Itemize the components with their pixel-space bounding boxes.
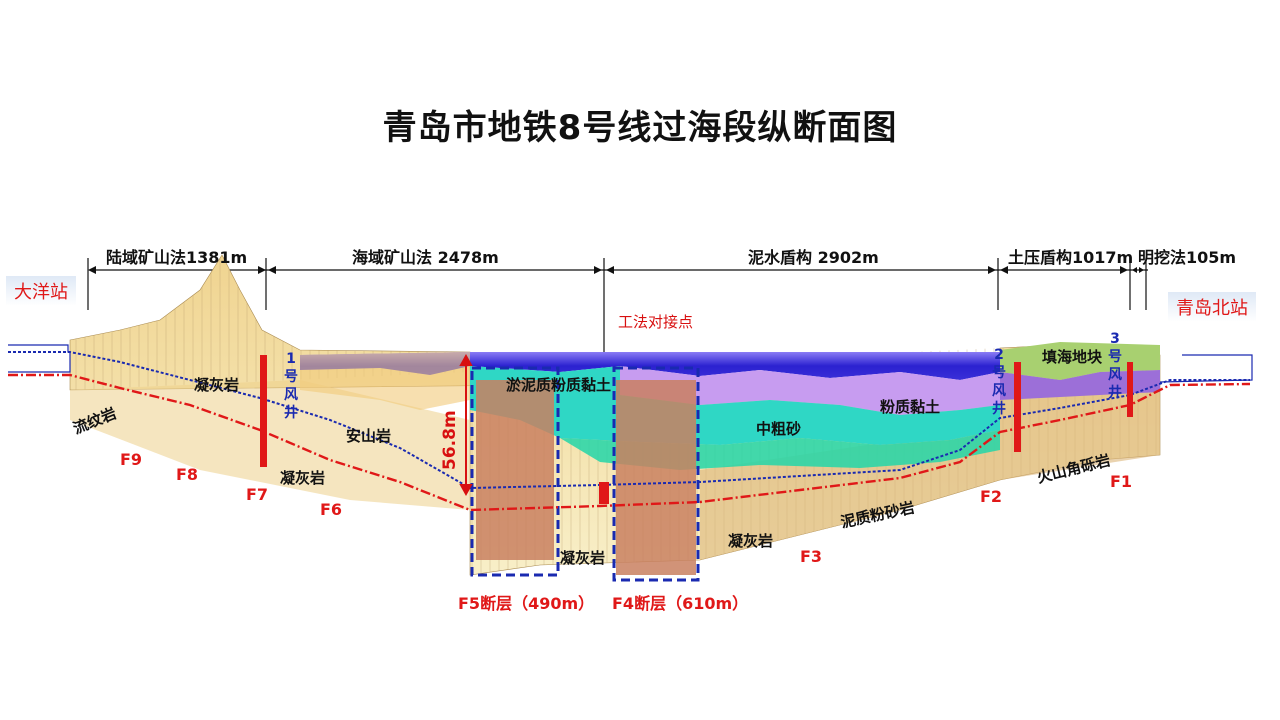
rock-label-tuff-4: 凝灰岩 [728,532,774,550]
right-station-outline [1159,354,1253,383]
tunnel-line-red [8,373,1251,512]
dimension-arrowheads [88,266,1144,274]
fault-label-f7: F7 [246,485,269,504]
junction-label: 工法对接点 [618,313,694,331]
junction-marker [599,482,609,504]
fault-label-f9: F9 [120,450,143,469]
shaft-1-marker [260,355,267,467]
fault-zone-f5-label: F5断层（490m） [458,594,595,613]
rock-label-coarse-sand: 中粗砂 [756,420,802,438]
shaft-3-marker [1127,362,1133,417]
segment-label-sea-mining: 海域矿山法 2478m [352,248,499,267]
page-title: 青岛市地铁8号线过海段纵断面图 [382,108,898,148]
tunnel-line-blue [8,351,1250,490]
rock-label-muddy-clay: 淤泥质粉质黏土 [506,376,612,394]
segment-label-land-mining: 陆域矿山法1381m [106,248,248,267]
silt-layer [470,366,1000,445]
reclaimed-land [1000,342,1160,380]
fault-label-f1: F1 [1110,472,1133,491]
station-dayang: 大洋站 [6,276,76,306]
sea-water [300,352,1000,380]
fault-label-f8: F8 [176,465,199,484]
left-station-outline [8,344,71,373]
rock-label-tuff-3: 凝灰岩 [560,549,606,567]
segment-label-epb-shield: 土压盾构1017m [1008,248,1134,267]
rock-label-silty-clay: 粉质黏土 [880,398,941,416]
rock-label-tuff-1: 凝灰岩 [194,376,240,394]
shaft-2-marker [1014,362,1021,452]
segment-label-cut-cover: 明挖法105m [1138,248,1237,267]
depth-arrow [459,353,473,497]
f4-fault-zone-box [612,366,700,582]
depth-label: 56.8m [440,410,460,470]
shaft-3-label: 3号风井 [1108,331,1122,401]
f5-fault-zone-fill [476,380,554,560]
rock-label-andesite: 安山岩 [346,427,392,445]
f5-fault-zone-box [470,366,560,577]
fault-label-f2: F2 [980,487,1003,506]
station-qingdao-north: 青岛北站 [1168,292,1256,322]
segment-label-slurry-shield: 泥水盾构 2902m [748,248,879,267]
shaft-1-label: 1号风井 [284,351,298,421]
deep-rock [70,380,470,510]
fault-label-f6: F6 [320,500,343,519]
f4-fault-zone-fill [616,380,696,575]
shaft-2-label: 2号风井 [992,347,1006,417]
right-rock [700,390,1160,560]
rock-label-reclaimed: 填海地块 [1042,348,1103,366]
silty-clay-layer [620,366,1000,415]
rock-label-tuff-2: 凝灰岩 [280,469,326,487]
fault-label-f3: F3 [800,547,823,566]
fault-zone-f4-label: F4断层（610m） [612,594,749,613]
